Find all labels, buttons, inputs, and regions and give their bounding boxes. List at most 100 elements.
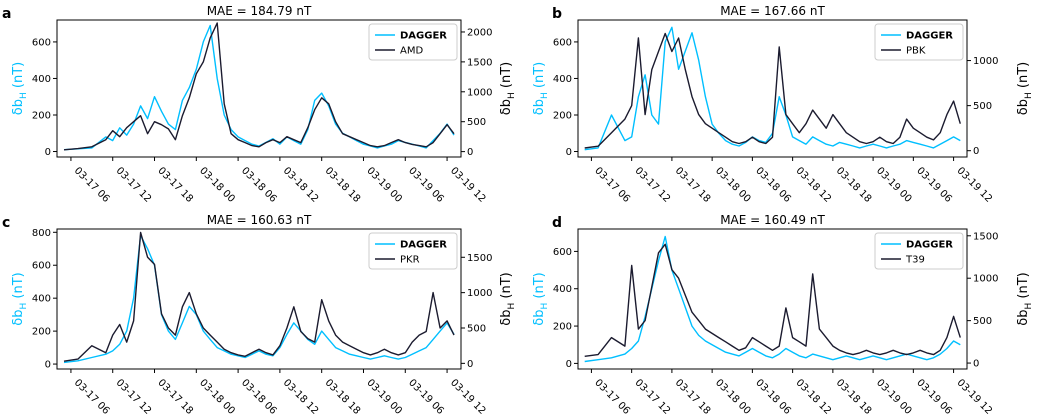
x-tick-label: 03-18 00 (197, 377, 237, 417)
left-axis-label: δbH (nT) (11, 62, 29, 115)
legend-box (368, 23, 458, 61)
left-axis-label: δbH (nT) (11, 272, 29, 325)
right-axis-label-subscript: H (507, 92, 517, 99)
x-tick-label: 03-19 12 (954, 165, 994, 205)
x-tick-label: 03-19 06 (914, 165, 954, 205)
legend-box (874, 232, 964, 270)
left-tick-label: 400 (32, 294, 51, 305)
legend-entry: AMD (400, 46, 423, 57)
x-tick-label: 03-19 00 (874, 165, 914, 205)
legend-entry: T39 (905, 255, 925, 266)
x-tick-label: 03-19 06 (406, 165, 446, 205)
plot-frame (577, 19, 968, 158)
x-tick-label: 03-17 12 (633, 377, 673, 417)
left-tick-label: 400 (553, 74, 572, 85)
panel-title: MAE = 160.63 nT (207, 213, 312, 227)
x-tick-label: 03-17 06 (592, 377, 632, 417)
left-tick-label: 600 (32, 37, 51, 48)
x-tick-label: 03-18 06 (753, 377, 793, 417)
right-tick-label: 1500 (467, 57, 492, 68)
x-tick-label: 03-19 00 (364, 377, 404, 417)
series-line-dagger (63, 234, 455, 364)
left-tick-label: 200 (553, 110, 572, 121)
panel-title: MAE = 167.66 nT (720, 4, 825, 18)
x-tick-label: 03-18 00 (713, 377, 753, 417)
panel-letter: b (552, 6, 562, 22)
left-axis-label-unit: (nT) (532, 62, 547, 92)
left-axis-label: δbH (nT) (532, 272, 550, 325)
panel-letter: c (2, 215, 10, 231)
right-tick-label: 0 (467, 147, 473, 158)
right-axis-label-unit: (nT) (1016, 272, 1031, 302)
right-tick-label: 1000 (467, 87, 492, 98)
left-axis-label-unit: (nT) (532, 272, 547, 302)
panel-title: MAE = 160.49 nT (720, 213, 825, 227)
legend-box (874, 23, 964, 61)
x-tick-label: 03-18 00 (197, 165, 237, 205)
left-tick-label: 600 (553, 37, 572, 48)
x-tick-label: 03-17 12 (633, 165, 673, 205)
left-tick-label: 400 (553, 284, 572, 295)
right-axis-label-unit: (nT) (499, 62, 514, 92)
right-axis-label: δbH (nT) (499, 62, 517, 115)
left-axis-label-unit: (nT) (11, 272, 26, 302)
left-tick-label: 200 (553, 322, 572, 333)
right-tick-label: 1000 (467, 288, 492, 299)
series-line-dagger (584, 235, 961, 363)
x-tick-label: 03-18 18 (323, 165, 363, 205)
x-tick-label: 03-17 18 (155, 377, 195, 417)
left-tick-label: 0 (566, 147, 572, 158)
right-axis-label-symbol: δb (1016, 310, 1031, 326)
right-axis-label-unit: (nT) (499, 272, 514, 302)
right-axis-label: δbH (nT) (1016, 272, 1034, 325)
x-tick-label: 03-18 06 (239, 165, 279, 205)
legend-entry: DAGGER (400, 240, 447, 251)
plot-frame (577, 228, 968, 370)
x-tick-label: 03-19 12 (448, 165, 488, 205)
x-tick-label: 03-18 18 (323, 377, 363, 417)
left-tick-label: 600 (553, 247, 572, 258)
left-tick-label: 600 (32, 261, 51, 272)
right-axis-label-symbol: δb (499, 99, 514, 115)
right-axis-label-unit: (nT) (1016, 62, 1031, 92)
x-tick-label: 03-17 18 (155, 165, 195, 205)
x-tick-label: 03-19 06 (406, 377, 446, 417)
right-axis-label-symbol: δb (1016, 99, 1031, 115)
right-tick-label: 0 (973, 359, 979, 370)
legend-entry: DAGGER (906, 240, 953, 251)
panel-b: 0 200 400 600 0 500 1000 03-17 06 03-17 12 03-17 … (532, 4, 1034, 205)
x-tick-label: 03-17 06 (72, 165, 112, 205)
left-axis-label-subscript: H (540, 92, 550, 99)
x-tick-label: 03-18 18 (834, 165, 874, 205)
right-axis-label-subscript: H (1024, 92, 1034, 99)
legend-entry: DAGGER (906, 31, 953, 42)
right-axis-label-symbol: δb (499, 310, 514, 326)
legend-entry: PKR (400, 255, 420, 266)
x-tick-label: 03-17 06 (72, 377, 112, 417)
right-axis-label: δbH (nT) (1016, 62, 1034, 115)
left-axis-label-subscript: H (19, 303, 29, 310)
left-axis-label-subscript: H (540, 303, 550, 310)
right-tick-label: 0 (467, 359, 473, 370)
right-tick-label: 500 (973, 101, 992, 112)
x-tick-label: 03-19 00 (364, 165, 404, 205)
x-tick-label: 03-19 06 (914, 377, 954, 417)
x-tick-label: 03-18 00 (713, 165, 753, 205)
right-tick-label: 2000 (467, 27, 492, 38)
series-line-pkr (63, 231, 455, 362)
x-tick-label: 03-17 06 (592, 165, 632, 205)
x-tick-label: 03-19 12 (954, 377, 994, 417)
left-tick-label: 400 (32, 74, 51, 85)
x-tick-label: 03-18 12 (793, 165, 833, 205)
right-tick-label: 1500 (467, 253, 492, 264)
x-tick-label: 03-17 12 (114, 165, 154, 205)
panel-letter: d (552, 215, 562, 231)
left-tick-label: 0 (45, 360, 51, 371)
x-tick-label: 03-18 18 (834, 377, 874, 417)
plot-frame (56, 19, 462, 158)
series-line-pbk (584, 32, 961, 149)
left-axis-label-symbol: δb (11, 310, 26, 326)
